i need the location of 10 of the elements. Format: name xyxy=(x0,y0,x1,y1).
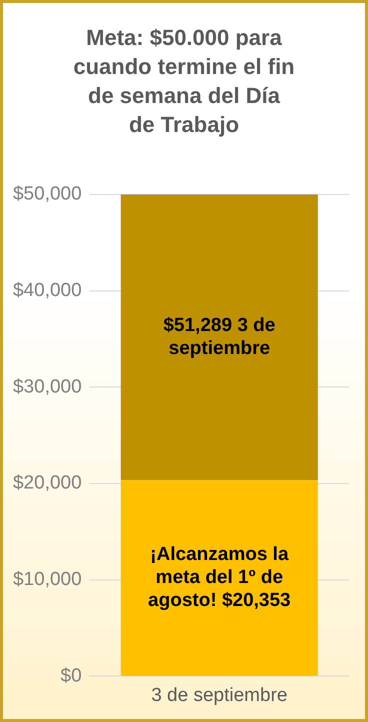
x-tick-label: 3 de septiembre xyxy=(151,684,288,706)
annotation: $51,289 3 de septiembre xyxy=(163,314,276,359)
chart-title: Meta: $50.000 para cuando termine el fin de semana del Día de Trabajo xyxy=(73,24,295,139)
y-tick-label: $0 xyxy=(60,665,82,686)
y-tick-label: $30,000 xyxy=(12,376,82,398)
y-tick-label: $50,000 xyxy=(12,184,82,205)
y-tick-label: $10,000 xyxy=(12,569,82,590)
data-label: ¡Alcanzamos la meta del 1º de agosto! $20,353 xyxy=(148,544,291,612)
y-tick-label: $40,000 xyxy=(12,280,82,301)
y-tick-label: $20,000 xyxy=(12,472,82,494)
